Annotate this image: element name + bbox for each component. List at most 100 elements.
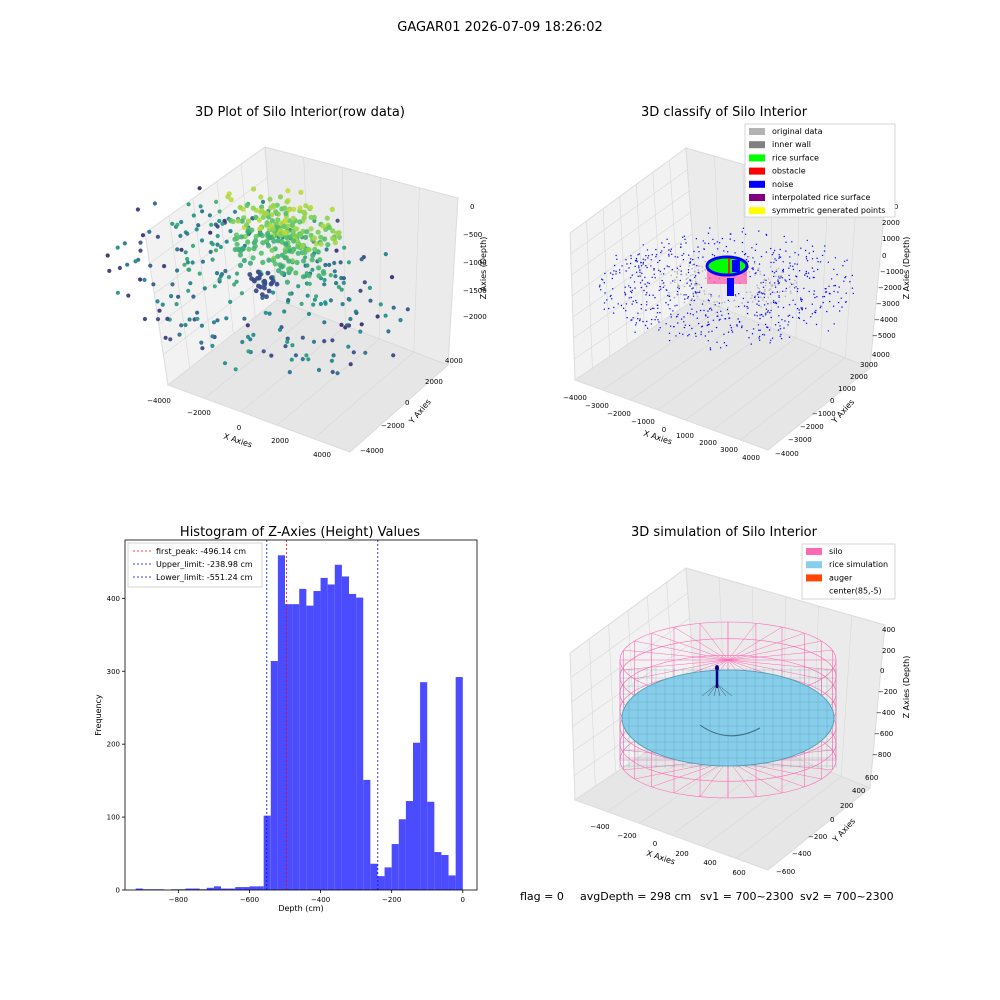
data-point [330, 369, 335, 375]
histogram-bar [242, 887, 250, 890]
data-point [138, 240, 143, 245]
data-point [322, 339, 327, 344]
original-point [704, 277, 707, 279]
noise-point [805, 270, 807, 273]
data-point [243, 222, 250, 228]
noise-point [711, 309, 713, 311]
noise-point [746, 312, 749, 315]
rice-mesh [619, 668, 837, 768]
noise-point [686, 312, 689, 314]
noise-point [801, 309, 803, 311]
noise-point [747, 301, 749, 303]
noise-point [770, 339, 772, 341]
noise-point [699, 309, 702, 312]
noise-point [637, 254, 639, 256]
noise-point [630, 277, 632, 279]
histogram-bar [277, 555, 285, 890]
data-point [107, 268, 112, 273]
noise-point [648, 294, 651, 296]
data-point [298, 232, 304, 238]
legend-label: center(85,-5) [829, 587, 882, 596]
noise-point [701, 303, 704, 305]
noise-point [697, 257, 699, 259]
data-point [217, 277, 222, 282]
data-point [340, 302, 345, 307]
data-point [253, 288, 259, 294]
noise-point [653, 307, 655, 310]
panel1-ytick: −4000 [360, 447, 384, 455]
original-point [750, 297, 752, 300]
noise-point [752, 267, 754, 269]
data-point [251, 245, 257, 252]
noise-point [765, 251, 768, 253]
original-point [795, 281, 798, 284]
data-point [133, 259, 138, 264]
noise-point [677, 256, 679, 258]
data-point [333, 274, 338, 279]
original-point [668, 291, 670, 294]
noise-point [626, 317, 628, 319]
noise-point [686, 282, 688, 284]
auger-strut [701, 683, 718, 697]
noise-point [747, 307, 749, 309]
grid-line [840, 615, 853, 777]
noise-point [689, 261, 692, 263]
noise-point [767, 310, 769, 312]
noise-point [635, 257, 638, 260]
noise-point [814, 311, 817, 314]
noise-point [798, 312, 801, 314]
noise-point [749, 275, 751, 278]
original-point [777, 277, 780, 279]
data-point [306, 247, 312, 253]
grid-line [619, 196, 628, 345]
noise-point [624, 286, 626, 288]
noise-point [758, 300, 760, 302]
noise-point [833, 290, 835, 293]
noise-point [650, 259, 652, 261]
panel1-xtick: 2000 [271, 437, 289, 445]
noise-point [833, 268, 835, 271]
noise-point [651, 318, 653, 321]
data-point [347, 297, 352, 302]
panel2-ytick: −3000 [788, 436, 812, 444]
noise-point [805, 258, 808, 260]
histogram-xtick-label: −600 [240, 896, 259, 904]
noise-point [683, 294, 685, 296]
noise-point [647, 282, 649, 284]
noise-point [734, 252, 736, 254]
noise-point [754, 272, 756, 275]
noise-point [715, 326, 718, 329]
noise-point [659, 312, 661, 314]
original-point [777, 275, 780, 277]
noise-point [634, 265, 636, 268]
noise-point [684, 324, 686, 326]
panel2-xtick: −2000 [607, 410, 631, 418]
panel2-ztick: 1000 [882, 235, 900, 243]
noise-point [760, 255, 763, 258]
noise-point [745, 259, 748, 261]
grid-line [204, 312, 312, 399]
noise-point [736, 324, 738, 326]
data-point [174, 302, 179, 307]
noise-point [618, 269, 621, 271]
original-point [716, 300, 718, 303]
noise-point [646, 301, 648, 303]
legend-label: noise [772, 180, 793, 189]
panel4-ztick: 200 [882, 647, 895, 655]
noise-point [774, 258, 776, 260]
original-point [696, 295, 699, 298]
noise-point [667, 304, 669, 306]
data-point [176, 294, 181, 299]
rice-simulation-surface [619, 668, 837, 768]
original-point [696, 282, 699, 285]
panel4-zlabel: Z Axies (Depth) [902, 656, 911, 719]
footer-sv1: sv1 = 700~2300 [700, 890, 794, 903]
noise-point [646, 292, 648, 294]
noise-point [707, 316, 709, 318]
data-point [316, 367, 322, 373]
data-point [210, 343, 215, 348]
data-point [230, 218, 236, 225]
noise-point [639, 275, 641, 277]
data-point [311, 302, 316, 307]
data-point [270, 278, 276, 284]
